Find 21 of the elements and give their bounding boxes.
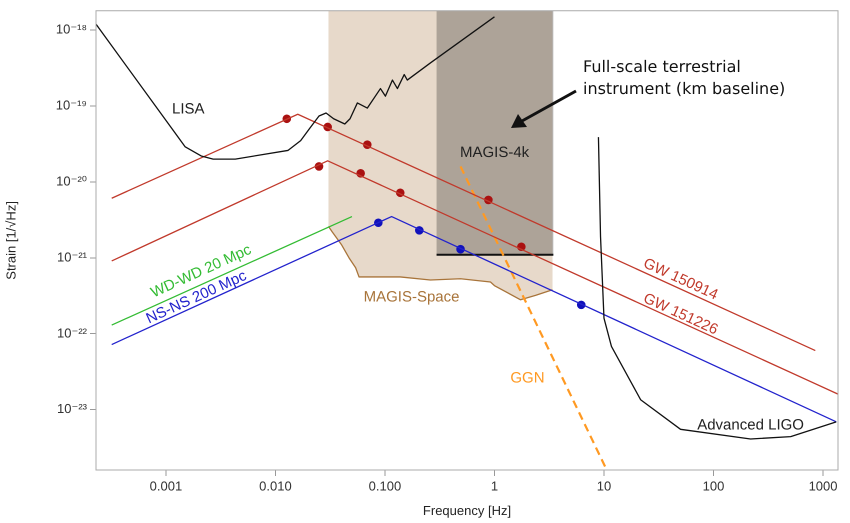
series-label: GGN — [510, 369, 545, 386]
y-tick-label: 10⁻²³ — [57, 401, 88, 416]
y-axis-title: Strain [1/√Hz] — [3, 201, 18, 280]
x-tick-label: 10 — [596, 478, 612, 494]
annotation: Full-scale terrestrial instrument (km baseline) — [583, 56, 786, 100]
series-label: MAGIS-Space — [364, 288, 460, 306]
annotation: MAGIS-4k — [460, 144, 530, 162]
y-tick-label: 10⁻²¹ — [57, 249, 88, 264]
series-label: LISA — [172, 100, 205, 118]
x-tick-label: 1 — [490, 478, 498, 494]
x-tick-label: 100 — [702, 478, 724, 494]
series-label: Advanced LIGO — [697, 416, 804, 434]
y-tick-label: 10⁻¹⁸ — [56, 22, 87, 37]
x-tick-label: 0.100 — [368, 478, 402, 494]
y-tick-label: 10⁻¹⁹ — [56, 98, 87, 113]
x-tick-label: 0.001 — [150, 478, 182, 494]
x-tick-label: 0.010 — [259, 478, 292, 494]
x-axis-title: Frequency [Hz] — [422, 502, 512, 518]
y-tick-label: 10⁻²⁰ — [56, 174, 87, 189]
y-tick-label: 10⁻²² — [57, 325, 88, 340]
x-tick-label: 1000 — [808, 478, 838, 494]
